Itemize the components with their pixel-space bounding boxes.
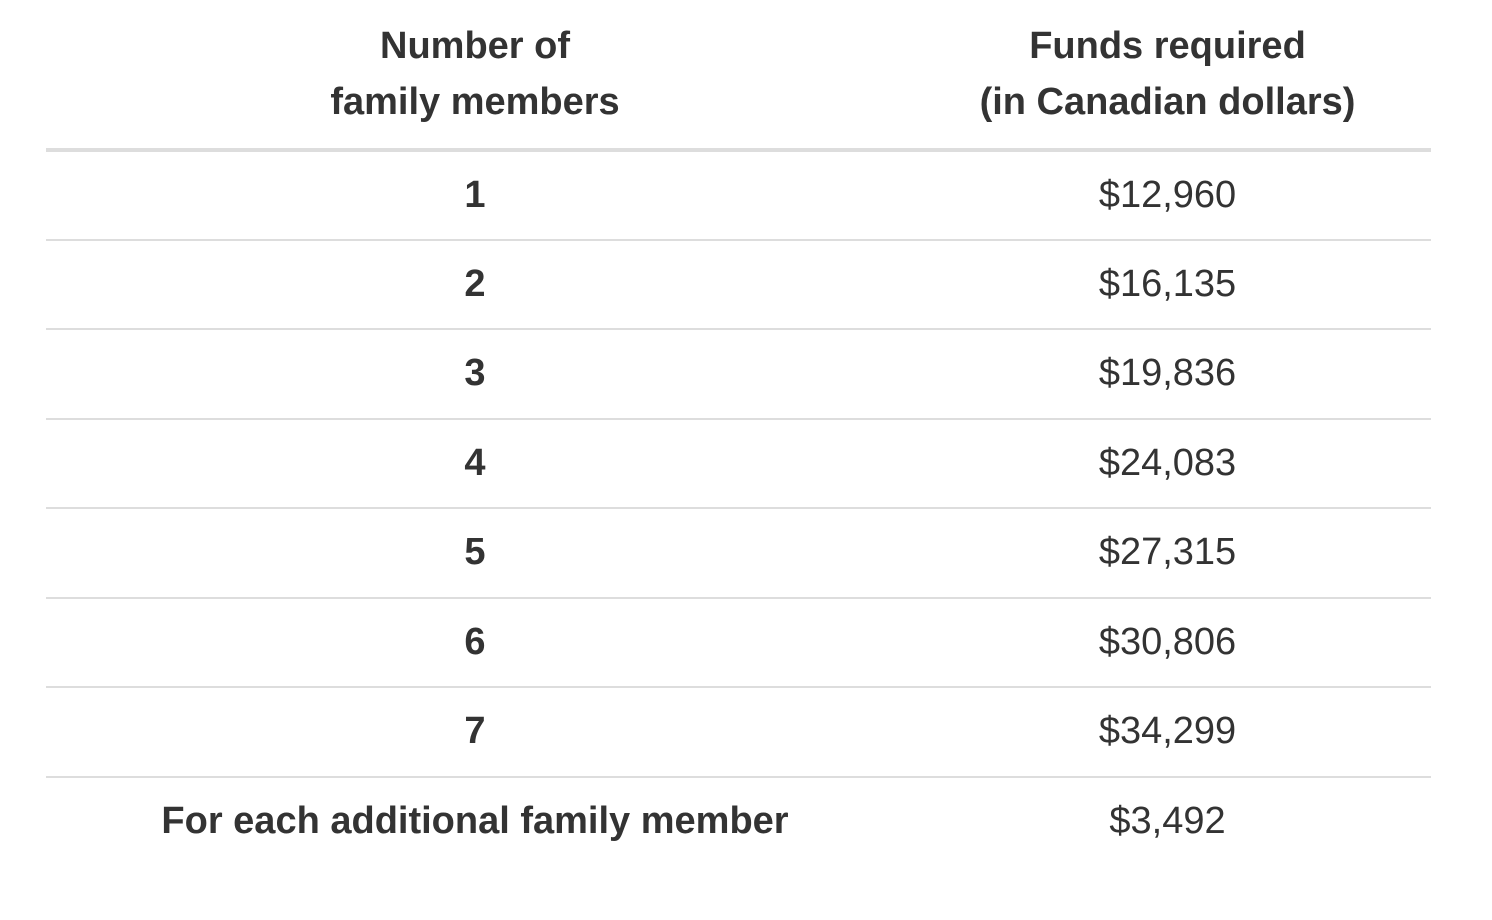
header-row: Number of family members Funds required … [46, 0, 1431, 152]
table-body: 1 $12,960 2 $16,135 3 $19,836 4 $24,083 … [46, 150, 1431, 866]
family-members-cell: 7 [46, 687, 904, 778]
funds-table-container: Number of family members Funds required … [46, 0, 1431, 866]
funds-cell: $30,806 [904, 597, 1431, 688]
table-row: 1 $12,960 [46, 150, 1431, 241]
header-funds-required: Funds required (in Canadian dollars) [904, 0, 1431, 152]
table-row: 7 $34,299 [46, 687, 1431, 778]
family-members-cell: For each additional family member [161, 800, 789, 843]
funds-cell: $16,135 [904, 239, 1431, 330]
table-row: 4 $24,083 [46, 418, 1431, 509]
table-row: 6 $30,806 [46, 597, 1431, 688]
header-family-members-line2: family members [330, 81, 620, 123]
funds-cell: $3,492 [1109, 800, 1226, 843]
family-members-cell: 1 [46, 150, 904, 241]
table-row: 5 $27,315 [46, 508, 1431, 599]
funds-required-table: Number of family members Funds required … [46, 0, 1431, 866]
funds-cell: $34,299 [904, 687, 1431, 778]
table-header: Number of family members Funds required … [46, 0, 1431, 152]
family-members-cell: 5 [46, 508, 904, 599]
header-family-members-line1: Number of [380, 25, 570, 67]
table-row: 3 $19,836 [46, 329, 1431, 420]
header-family-members: Number of family members [46, 0, 904, 152]
family-members-cell: 2 [46, 239, 904, 330]
family-members-cell: 6 [46, 597, 904, 688]
table-row-additional-member: For each additional family member $3,492 [46, 777, 1431, 867]
funds-cell: $12,960 [904, 150, 1431, 241]
family-members-cell: 4 [46, 418, 904, 509]
table-row: 2 $16,135 [46, 239, 1431, 330]
family-members-cell: 3 [46, 329, 904, 420]
funds-cell: $19,836 [904, 329, 1431, 420]
header-funds-required-line2: (in Canadian dollars) [979, 81, 1356, 123]
funds-cell: $27,315 [904, 508, 1431, 599]
funds-cell: $24,083 [904, 418, 1431, 509]
header-funds-required-line1: Funds required [1029, 25, 1306, 67]
